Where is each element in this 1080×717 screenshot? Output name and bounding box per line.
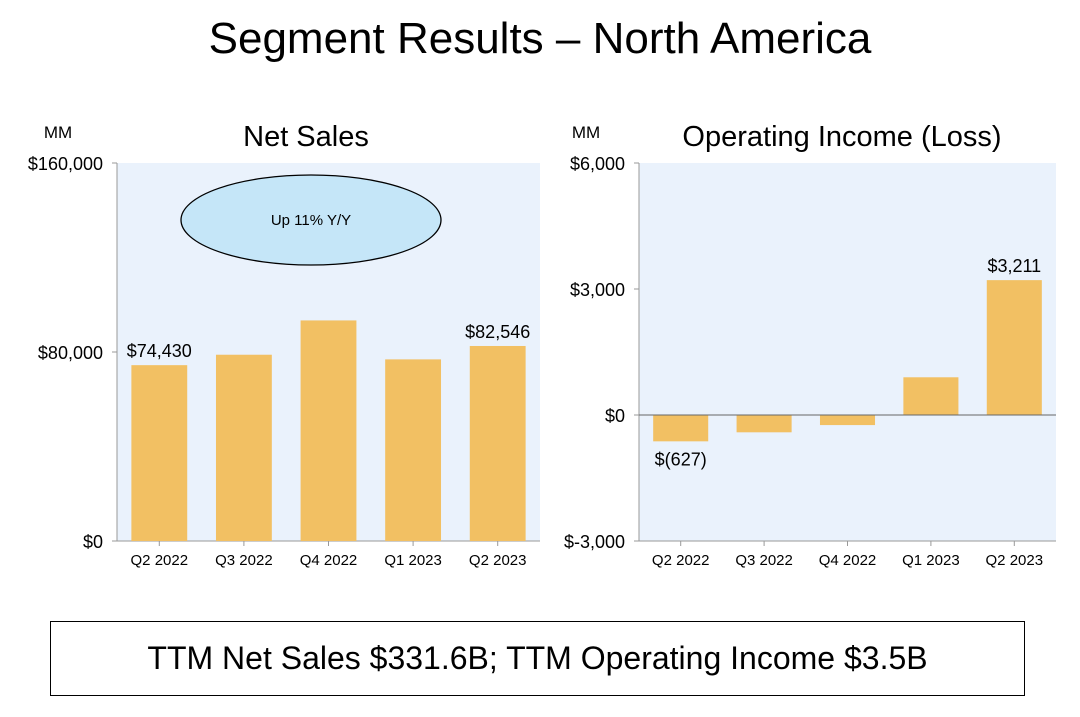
chart2-y-tick-label: $-3,000 xyxy=(564,532,625,552)
chart2-y-tick-label: $6,000 xyxy=(570,154,625,174)
chart2-y-tick-label: $3,000 xyxy=(570,280,625,300)
chart2-bar-q1-2023 xyxy=(903,377,959,415)
chart2-x-tick-label: Q2 2023 xyxy=(986,552,1044,569)
chart2-bar-q2-2023 xyxy=(986,280,1042,415)
chart1-bar-q3-2022 xyxy=(215,354,272,541)
chart1-data-label: $82,546 xyxy=(465,322,530,342)
chart1-y-tick-label: $160,000 xyxy=(28,154,103,174)
chart2-data-label: $3,211 xyxy=(987,256,1041,276)
chart2-x-tick-label: Q1 2023 xyxy=(902,552,960,569)
chart1-x-tick-label: Q2 2023 xyxy=(469,552,527,569)
chart1-annotation-callout xyxy=(180,174,442,266)
chart1-x-tick-label: Q1 2023 xyxy=(384,552,442,569)
chart2-bar-q4-2022 xyxy=(819,415,876,426)
chart1-bar-q2-2023 xyxy=(469,345,526,541)
chart2-data-label: $(627) xyxy=(655,449,707,469)
chart1-x-tick-label: Q2 2022 xyxy=(131,552,189,569)
chart2-plot-area xyxy=(639,163,1056,541)
chart1-title: Net Sales xyxy=(243,121,369,153)
chart2-x-tick-label: Q4 2022 xyxy=(819,552,877,569)
chart2-bar-q2-2022 xyxy=(653,415,709,442)
chart1-x-tick-label: Q3 2022 xyxy=(215,552,273,569)
chart2-y-tick-label: $0 xyxy=(605,406,625,426)
ttm-summary-text: TTM Net Sales $331.6B; TTM Operating Inc… xyxy=(147,640,928,676)
chart1-bar-q4-2022 xyxy=(300,320,357,541)
chart1-annotation-text: Up 11% Y/Y xyxy=(271,212,351,229)
chart1-y-tick-label: $80,000 xyxy=(38,343,103,363)
chart1-bar-q2-2022 xyxy=(131,365,188,541)
chart1-x-tick-label: Q4 2022 xyxy=(300,552,358,569)
chart1-bar-q1-2023 xyxy=(385,359,442,541)
chart1-unit-label: MM xyxy=(44,123,72,142)
chart2-unit-label: MM xyxy=(572,123,600,142)
chart1-data-label: $74,430 xyxy=(127,341,192,361)
chart2-x-tick-label: Q2 2022 xyxy=(652,552,710,569)
chart1-y-tick-label: $0 xyxy=(83,532,103,552)
page-title: Segment Results – North America xyxy=(208,14,872,63)
chart2-title: Operating Income (Loss) xyxy=(682,121,1001,153)
chart2-bar-q3-2022 xyxy=(736,415,792,433)
ttm-summary-box: TTM Net Sales $331.6B; TTM Operating Inc… xyxy=(50,621,1025,696)
chart2-x-tick-label: Q3 2022 xyxy=(735,552,793,569)
